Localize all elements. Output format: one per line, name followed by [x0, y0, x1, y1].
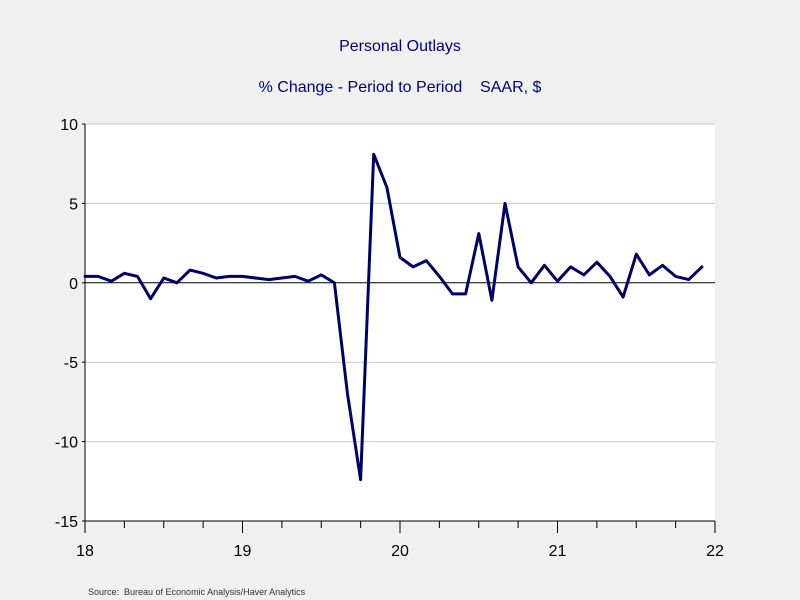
x-tick-label: 20: [391, 543, 409, 560]
chart-title: Personal Outlays: [339, 38, 461, 55]
x-tick-label: 22: [706, 543, 724, 560]
y-tick-label: -5: [64, 355, 78, 372]
y-tick-label: 10: [60, 117, 78, 134]
chart-subtitle: % Change - Period to Period SAAR, $: [258, 79, 542, 96]
y-tick-label: 0: [69, 276, 78, 293]
x-axis-labels: 18 19 20 21 22: [76, 543, 724, 560]
source-note: Source: Bureau of Economic Analysis/Have…: [88, 587, 306, 597]
x-tick-label: 21: [549, 543, 567, 560]
series-line: [83, 152, 704, 482]
plot-area: [85, 124, 715, 521]
grid-lines: [85, 123, 715, 443]
y-axis-labels: 10 5 0 -5 -10 -15: [55, 117, 78, 531]
series-group: [83, 152, 704, 482]
y-tick-label: 5: [69, 196, 78, 213]
x-tick-label: 18: [76, 543, 94, 560]
y-tick-label: -15: [55, 514, 78, 531]
axes: [82, 123, 716, 533]
x-tick-label: 19: [234, 543, 252, 560]
y-tick-label: -10: [55, 435, 78, 452]
